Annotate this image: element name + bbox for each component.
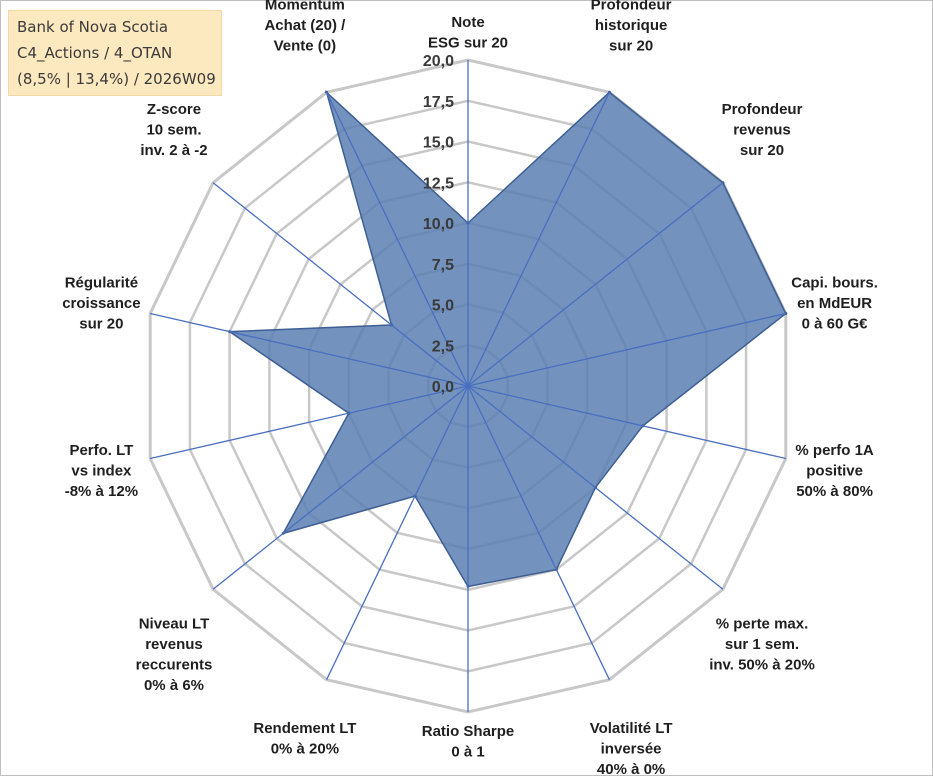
series-area <box>227 89 787 588</box>
axis-spoke <box>467 385 724 590</box>
axis-label-line: vs index <box>71 462 132 479</box>
axis-label-line: 0 à 60 G€ <box>802 316 869 333</box>
axis-label: Régularité croissance sur 20 <box>62 275 140 333</box>
axis-spoke <box>326 92 469 387</box>
axis-label-line: inv. 2 à -2 <box>140 142 207 159</box>
axis-label-line: revenus <box>145 636 203 653</box>
axis-label-line: ESG sur 20 <box>428 35 508 52</box>
axis-label-line: Achat (20) / <box>264 17 346 34</box>
axis-label-line: 0 à 1 <box>451 744 484 761</box>
axis-label-line: Capi. bours. <box>791 275 878 292</box>
title-line-1: Bank of Nova Scotia <box>17 18 169 36</box>
axis-spokes <box>150 60 786 712</box>
axis-label-line: inversée <box>601 740 662 757</box>
tick-label: 15,0 <box>423 135 454 152</box>
title-line-2: C4_Actions / 4_OTAN <box>17 44 173 62</box>
axis-label-line: Perfo. LT <box>69 442 133 459</box>
axis-label-line: sur 20 <box>609 38 653 55</box>
axis-label-line: 10 sem. <box>146 122 201 139</box>
tick-label: 7,5 <box>432 257 454 274</box>
axis-label-line: inv. 50% à 20% <box>709 656 815 673</box>
axis-label-line: -8% à 12% <box>65 483 138 500</box>
axis-spoke <box>467 385 610 680</box>
axis-spoke <box>150 312 469 387</box>
axis-label-line: positive <box>806 462 863 479</box>
axis-label-line: reccurents <box>136 656 213 673</box>
axis-label-line: sur 20 <box>79 316 123 333</box>
axis-label-line: Volatilité LT <box>590 720 673 737</box>
tick-label: 10,0 <box>423 216 454 233</box>
tick-labels: 0,0 2,5 5,0 7,5 10,0 12,5 15,0 17,5 20,0 <box>423 53 454 396</box>
axis-spoke <box>326 385 469 680</box>
axis-spoke <box>467 385 786 460</box>
axis-label-line: historique <box>595 17 668 34</box>
axis-spoke <box>467 92 610 387</box>
axis-label-line: Momentum <box>265 0 345 14</box>
axis-spoke <box>212 182 469 387</box>
tick-label: 5,0 <box>432 298 454 315</box>
axis-label-line: Note <box>451 14 484 31</box>
axis-label-line: Profondeur <box>591 0 672 14</box>
axis-label: Momentum Achat (20) / Vente (0) <box>264 0 346 55</box>
title-line-3: (8,5% | 13,4%) / 2026W09 <box>17 70 216 88</box>
axis-label: % perte max. sur 1 sem. inv. 50% à 20% <box>709 615 815 673</box>
tick-label: 20,0 <box>423 53 454 70</box>
axis-label: Z-score 10 sem. inv. 2 à -2 <box>140 101 207 159</box>
axis-label-line: 40% à 0% <box>597 761 665 776</box>
axis-label: % perfo 1A positive 50% à 80% <box>795 442 874 500</box>
axis-label: Niveau LT revenus reccurents 0% à 6% <box>136 615 213 694</box>
chart-title-box: Bank of Nova Scotia C4_Actions / 4_OTAN … <box>8 10 222 96</box>
axis-label-line: Rendement LT <box>253 720 356 737</box>
axis-label-line: 0% à 6% <box>144 677 204 694</box>
axis-label-line: en MdEUR <box>797 295 872 312</box>
axis-label: Profondeur historique sur 20 <box>591 0 672 55</box>
axis-label-line: 0% à 20% <box>271 740 339 757</box>
axis-label-line: sur 1 sem. <box>725 636 799 653</box>
axis-label-line: Ratio Sharpe <box>422 723 515 740</box>
tick-label: 2,5 <box>432 338 454 355</box>
axis-label-line: 50% à 80% <box>796 483 873 500</box>
axis-labels: Note ESG sur 20 Profondeur historique sur 20… <box>62 0 878 776</box>
axis-spoke <box>467 182 724 387</box>
axis-label: Capi. bours. en MdEUR 0 à 60 G€ <box>791 275 878 333</box>
axis-label-line: sur 20 <box>740 142 784 159</box>
axis-label-line: % perfo 1A <box>795 442 874 459</box>
axis-label-line: croissance <box>62 295 140 312</box>
axis-spoke <box>467 312 786 387</box>
axis-label: Note ESG sur 20 <box>428 14 508 52</box>
axis-label: Ratio Sharpe 0 à 1 <box>422 723 515 761</box>
axis-label-line: Z-score <box>147 101 201 118</box>
axis-label: Rendement LT 0% à 20% <box>253 720 356 758</box>
axis-spoke <box>212 385 469 590</box>
axis-label-line: revenus <box>733 122 791 139</box>
tick-label: 12,5 <box>423 175 454 192</box>
axis-label-line: Vente (0) <box>274 38 337 55</box>
tick-label: 17,5 <box>423 94 454 111</box>
axis-spoke <box>150 385 469 460</box>
axis-label: Profondeur revenus sur 20 <box>722 101 803 159</box>
axis-label: Volatilité LT inversée 40% à 0% <box>590 720 673 776</box>
axis-label: Perfo. LT vs index -8% à 12% <box>65 442 138 500</box>
axis-label-line: Profondeur <box>722 101 803 118</box>
axis-label-line: % perte max. <box>716 615 809 632</box>
axis-label-line: Niveau LT <box>139 615 210 632</box>
axis-label-line: Régularité <box>65 275 138 292</box>
tick-label: 0,0 <box>432 379 454 396</box>
